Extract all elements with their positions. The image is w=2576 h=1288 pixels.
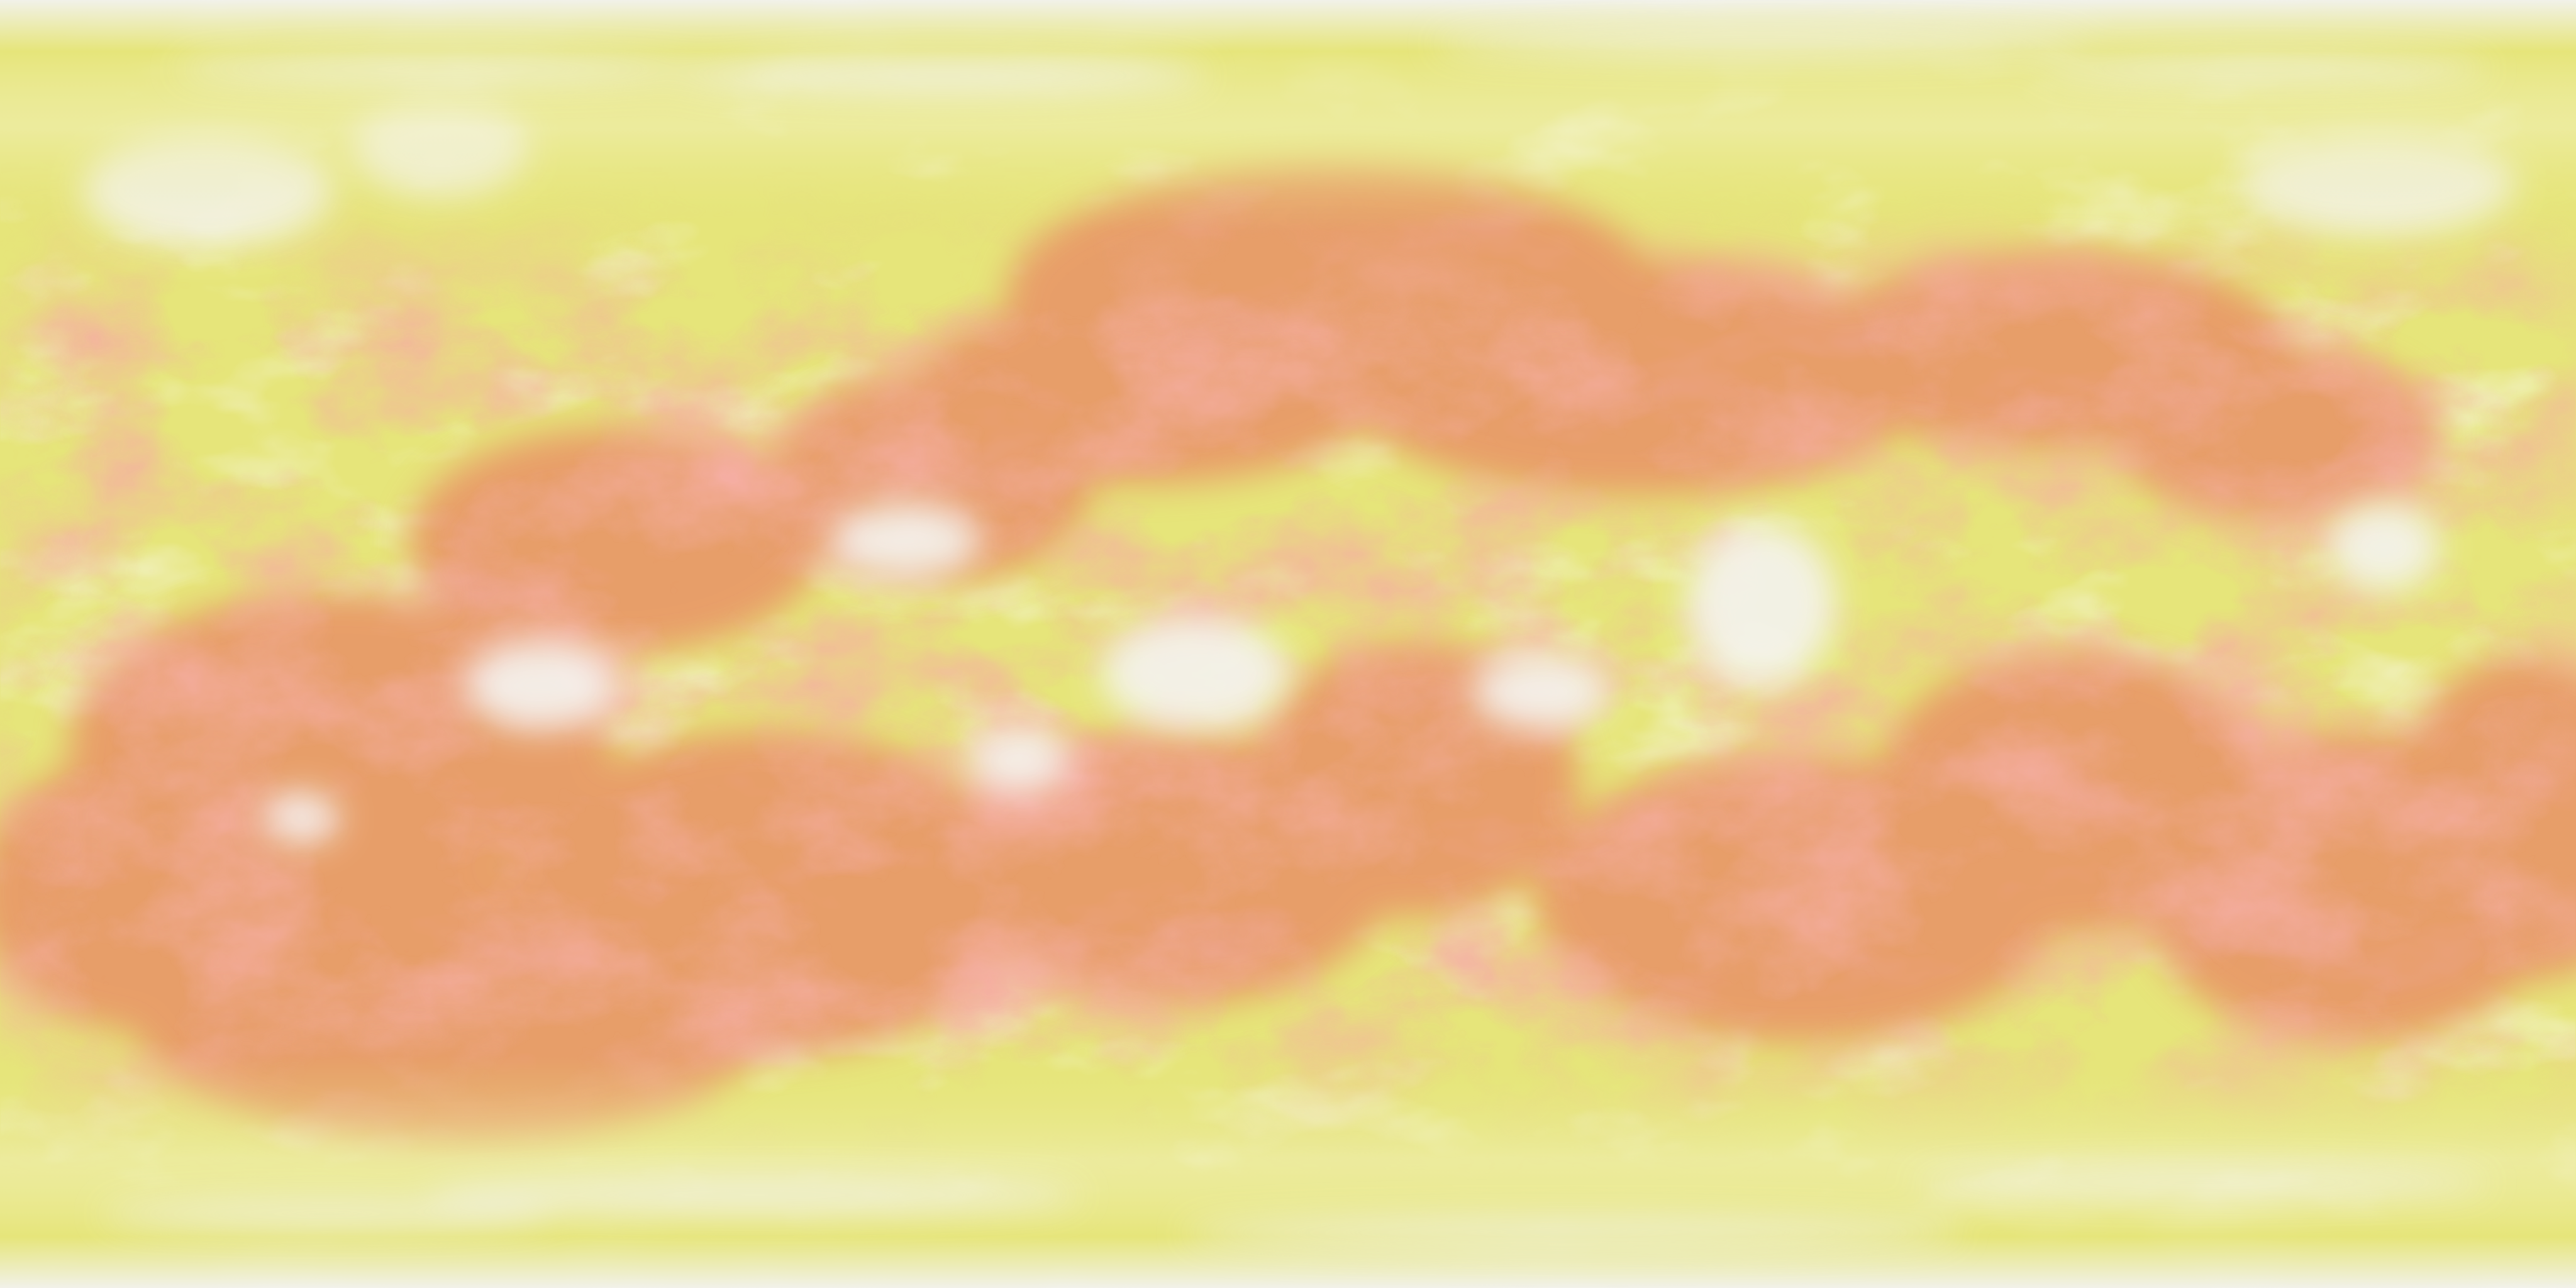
- polar-streaks: [101, 30, 2490, 1248]
